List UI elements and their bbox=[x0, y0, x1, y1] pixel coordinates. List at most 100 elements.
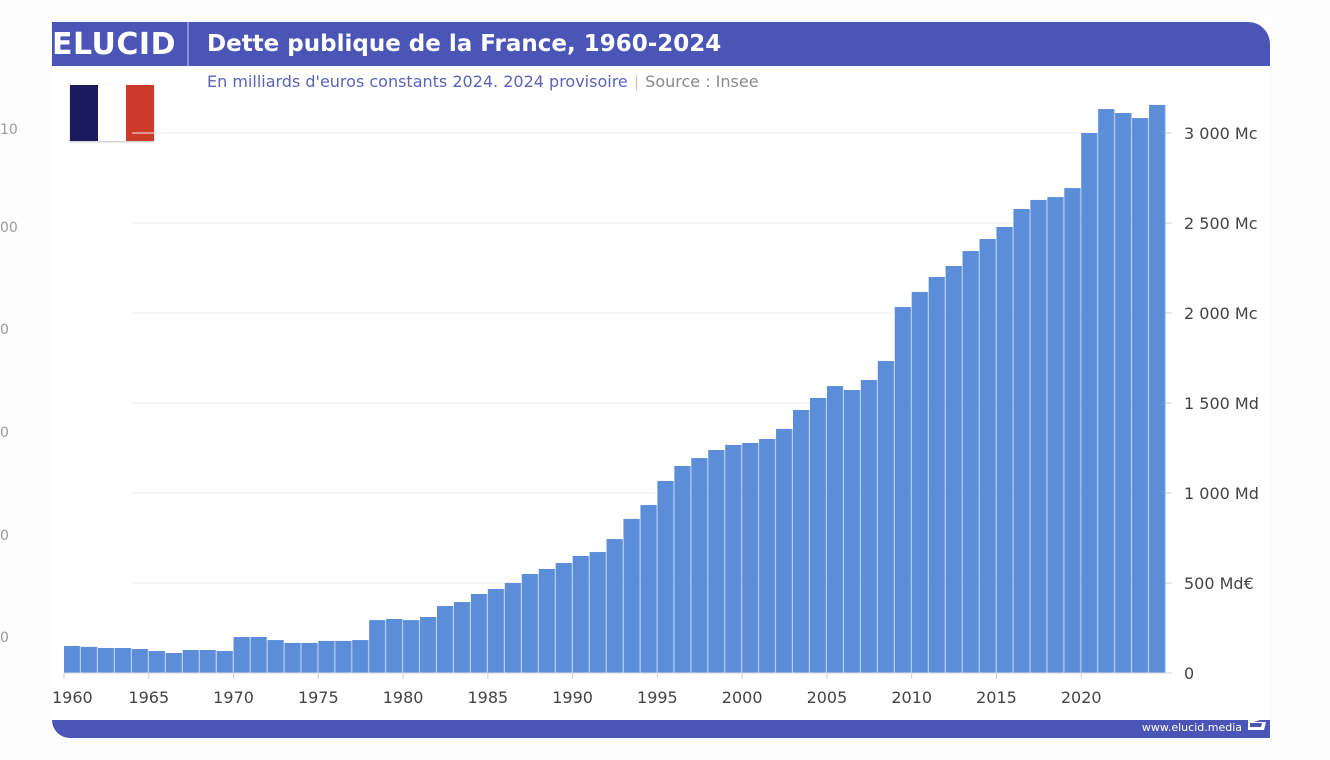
ghost-label: 0 bbox=[0, 322, 9, 338]
bar-1981[interactable] bbox=[420, 617, 436, 673]
bar-2021[interactable] bbox=[1098, 109, 1115, 673]
bar-2004[interactable] bbox=[809, 397, 826, 673]
bar-1972[interactable] bbox=[267, 640, 284, 673]
bar-2003[interactable] bbox=[793, 410, 809, 673]
bar-1979[interactable] bbox=[386, 619, 403, 673]
bar-2013[interactable] bbox=[962, 251, 979, 673]
flag-stripe-blue bbox=[70, 85, 98, 141]
bar-1978[interactable] bbox=[369, 620, 386, 673]
ghost-label: 0 bbox=[0, 630, 9, 646]
x-tick-label: 2020 bbox=[1061, 688, 1102, 707]
y-tick-label: 2 000 Mc bbox=[1184, 304, 1258, 323]
bar-1993[interactable] bbox=[623, 518, 640, 673]
subtitle-text: En milliards d'euros constants 2024. 202… bbox=[207, 72, 628, 91]
bar-1994[interactable] bbox=[640, 505, 657, 673]
bar-2014[interactable] bbox=[979, 239, 996, 673]
bar-1960[interactable] bbox=[64, 646, 80, 673]
bar-2007[interactable] bbox=[860, 379, 877, 673]
bar-1988[interactable] bbox=[538, 568, 555, 673]
ghost-label: 10 bbox=[0, 122, 18, 138]
x-tick-label: 1965 bbox=[128, 688, 169, 707]
x-tick-label: 1975 bbox=[298, 688, 339, 707]
subtitle-separator: | bbox=[633, 72, 640, 91]
bar-2017[interactable] bbox=[1030, 199, 1047, 673]
bar-1996[interactable] bbox=[674, 466, 691, 673]
bar-1999[interactable] bbox=[725, 444, 742, 673]
bar-2000[interactable] bbox=[742, 442, 759, 673]
bar-1997[interactable] bbox=[691, 458, 708, 673]
bar-1971[interactable] bbox=[250, 637, 267, 673]
footer-bar: www.elucid.media bbox=[52, 714, 1270, 738]
bar-2018[interactable] bbox=[1047, 197, 1064, 673]
x-tick-label: 2010 bbox=[891, 688, 932, 707]
bar-2023[interactable] bbox=[1132, 118, 1149, 673]
flag-stripe-white bbox=[98, 85, 126, 141]
bar-1976[interactable] bbox=[335, 640, 352, 673]
x-tick-label: 1960 bbox=[52, 688, 93, 707]
bar-1990[interactable] bbox=[572, 556, 589, 673]
bar-1991[interactable] bbox=[589, 552, 606, 673]
x-tick-label: 2015 bbox=[976, 688, 1017, 707]
bar-1968[interactable] bbox=[199, 649, 216, 673]
bar-2009[interactable] bbox=[894, 307, 911, 673]
bar-1977[interactable] bbox=[352, 640, 369, 673]
bar-1998[interactable] bbox=[708, 449, 725, 673]
bar-2010[interactable] bbox=[911, 291, 928, 673]
bar-2016[interactable] bbox=[1013, 208, 1030, 673]
bar-1963[interactable] bbox=[114, 647, 131, 673]
footer-url[interactable]: www.elucid.media bbox=[1141, 721, 1242, 734]
bar-1962[interactable] bbox=[97, 647, 114, 673]
bar-1967[interactable] bbox=[182, 649, 199, 673]
bar-2011[interactable] bbox=[928, 277, 945, 673]
ghost-label: 0 bbox=[0, 425, 9, 441]
x-tick-label: 1990 bbox=[552, 688, 593, 707]
bar-1964[interactable] bbox=[131, 649, 148, 673]
bar-1980[interactable] bbox=[403, 620, 420, 673]
bar-1969[interactable] bbox=[216, 651, 233, 673]
y-tick-label: 1 500 Md bbox=[1184, 394, 1259, 413]
bar-2019[interactable] bbox=[1064, 188, 1081, 673]
bar-2006[interactable] bbox=[843, 390, 860, 673]
bar-1974[interactable] bbox=[301, 642, 318, 673]
bar-2024[interactable] bbox=[1149, 104, 1165, 674]
bar-2015[interactable] bbox=[996, 226, 1013, 673]
bar-1995[interactable] bbox=[657, 480, 674, 673]
france-flag-icon bbox=[70, 85, 154, 141]
bar-1986[interactable] bbox=[504, 583, 521, 673]
x-tick-label: 1985 bbox=[467, 688, 508, 707]
chart-title: Dette publique de la France, 1960-2024 bbox=[207, 31, 722, 57]
chart-card: ELUCID Dette publique de la France, 1960… bbox=[52, 22, 1270, 742]
y-tick-label: 0 bbox=[1184, 664, 1194, 683]
bar-2008[interactable] bbox=[877, 361, 894, 673]
bar-2005[interactable] bbox=[826, 386, 843, 673]
bar-2012[interactable] bbox=[945, 266, 962, 673]
y-tick-label: 3 000 Mc bbox=[1184, 124, 1258, 143]
bar-1984[interactable] bbox=[470, 593, 487, 673]
bar-1992[interactable] bbox=[606, 539, 623, 673]
bar-2001[interactable] bbox=[759, 439, 776, 673]
bar-2022[interactable] bbox=[1115, 113, 1132, 673]
y-tick-label: 500 Md€ bbox=[1184, 574, 1254, 593]
source-text: Source : Insee bbox=[645, 72, 759, 91]
bar-chart: 0 500 Md€ 1 000 Md 1 500 Md 2 000 Mc 2 500 Mc… bbox=[52, 104, 1259, 707]
bar-2002[interactable] bbox=[776, 428, 793, 673]
x-tick-label: 2000 bbox=[722, 688, 763, 707]
brand-logo: ELUCID bbox=[52, 22, 189, 66]
bar-1970[interactable] bbox=[233, 637, 250, 673]
ghost-label: 00 bbox=[0, 220, 18, 236]
bar-1982[interactable] bbox=[436, 606, 453, 673]
bar-1961[interactable] bbox=[80, 646, 97, 673]
bar-1983[interactable] bbox=[453, 602, 470, 673]
bar-1966[interactable] bbox=[165, 653, 182, 673]
bar-1973[interactable] bbox=[284, 642, 301, 673]
bar-2020[interactable] bbox=[1081, 133, 1098, 673]
bar-1975[interactable] bbox=[318, 640, 335, 673]
x-tick-label: 2005 bbox=[807, 688, 848, 707]
bar-1989[interactable] bbox=[555, 563, 572, 673]
bar-1985[interactable] bbox=[487, 588, 504, 673]
bar-1987[interactable] bbox=[521, 574, 538, 673]
chart-subtitle: En milliards d'euros constants 2024. 202… bbox=[207, 72, 759, 91]
x-tick-label: 1995 bbox=[637, 688, 678, 707]
header-bar: ELUCID Dette publique de la France, 1960… bbox=[52, 22, 1270, 66]
bar-1965[interactable] bbox=[148, 651, 165, 673]
